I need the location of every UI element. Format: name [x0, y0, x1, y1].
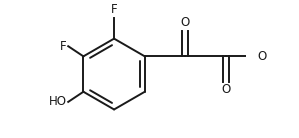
Text: O: O — [258, 50, 267, 63]
Text: O: O — [181, 16, 190, 29]
Text: F: F — [60, 40, 67, 53]
Text: O: O — [221, 83, 230, 96]
Text: F: F — [111, 3, 118, 16]
Text: HO: HO — [48, 95, 67, 108]
